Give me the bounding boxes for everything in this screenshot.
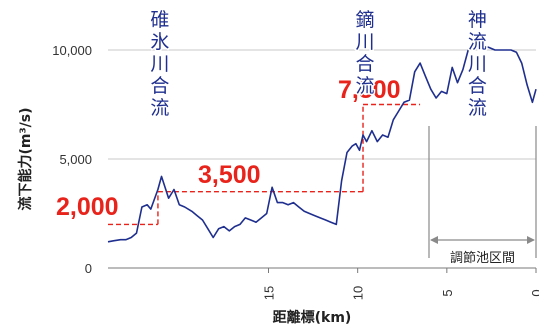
confluence-char: 鏑 bbox=[356, 9, 375, 31]
x-tick-label-0: 15 bbox=[262, 286, 277, 300]
region-label: 調節池区間 bbox=[450, 251, 515, 266]
confluence-char: 川 bbox=[150, 53, 169, 75]
region-arrow-left bbox=[430, 236, 438, 244]
y-tick-label-1: 5,000 bbox=[59, 152, 92, 167]
confluence-char: 流 bbox=[150, 97, 169, 119]
confluence-char: 川 bbox=[356, 31, 375, 53]
confluence-char: 氷 bbox=[150, 31, 169, 53]
confluence-char: 合 bbox=[468, 75, 487, 97]
y-tick-label-2: 10,000 bbox=[52, 43, 92, 58]
chart-grid bbox=[108, 49, 536, 160]
confluence-char: 碓 bbox=[150, 9, 169, 31]
y-axis-title: 流下能力(m³/s) bbox=[17, 108, 34, 211]
chart-annotations: 調節池区間 bbox=[108, 103, 537, 266]
x-tick-label-2: 5 bbox=[440, 289, 455, 296]
chart-series bbox=[107, 42, 537, 243]
chart-labels: 流下能力(m³/s)距離標(km)2,0003,5007,500碓氷川合流鏑川合… bbox=[17, 8, 488, 327]
confluence-char: 流 bbox=[468, 31, 487, 53]
confluence-char: 流 bbox=[468, 97, 487, 119]
capacity-label-1: 3,500 bbox=[198, 161, 261, 189]
capacity-label-0: 2,000 bbox=[56, 193, 119, 221]
x-tick-label-3: 0 bbox=[529, 289, 539, 296]
region-arrow-right bbox=[527, 236, 535, 244]
chart-ticks: 0 5,000 10,000 15 10 5 0 bbox=[52, 43, 539, 300]
x-tick-label-1: 10 bbox=[351, 286, 366, 300]
confluence-char: 合 bbox=[356, 53, 375, 75]
y-tick-label-0: 0 bbox=[85, 261, 92, 276]
confluence-char: 川 bbox=[468, 53, 487, 75]
confluence-char: 合 bbox=[150, 75, 169, 97]
x-axis-title: 距離標(km) bbox=[273, 309, 352, 326]
capacity-label-2: 7,500 bbox=[338, 76, 401, 104]
confluence-char: 流 bbox=[356, 75, 375, 97]
confluence-char: 神 bbox=[468, 9, 487, 31]
series-line-0 bbox=[107, 42, 537, 243]
